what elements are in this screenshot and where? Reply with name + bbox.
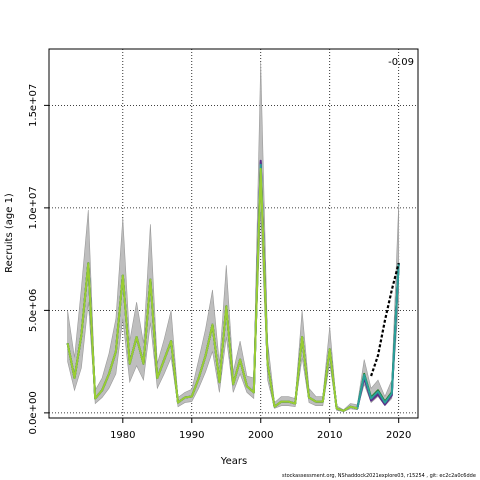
y-tick-label: 0.0e+00	[28, 391, 39, 434]
corner-value-label: -0.09	[388, 57, 414, 68]
y-axis: 0.0e+00 5.0e+06 1.0e+07 1.5e+07	[28, 84, 49, 434]
series-lines	[66, 159, 400, 412]
plot-frame	[48, 48, 419, 419]
y-axis-label: Recruits (age 1)	[4, 193, 15, 273]
series-line-5	[66, 167, 358, 412]
x-tick-label: 1980	[110, 430, 135, 441]
confidence-band	[67, 62, 399, 412]
main-series-line	[370, 262, 400, 377]
grid-lines	[49, 49, 418, 418]
x-tick-label: 1990	[179, 430, 204, 441]
x-axis-label: Years	[220, 456, 247, 467]
x-axis: 1980 1990 2000 2010 2020	[110, 418, 411, 441]
x-tick-label: 2010	[317, 430, 342, 441]
footer-credit: stockassessment.org, NShaddock2021explor…	[282, 473, 476, 479]
y-tick-label: 5.0e+06	[28, 289, 39, 332]
x-tick-label: 2000	[248, 430, 273, 441]
y-tick-label: 1.0e+07	[28, 186, 39, 229]
y-tick-label: 1.5e+07	[28, 84, 39, 127]
x-tick-label: 2020	[386, 430, 411, 441]
